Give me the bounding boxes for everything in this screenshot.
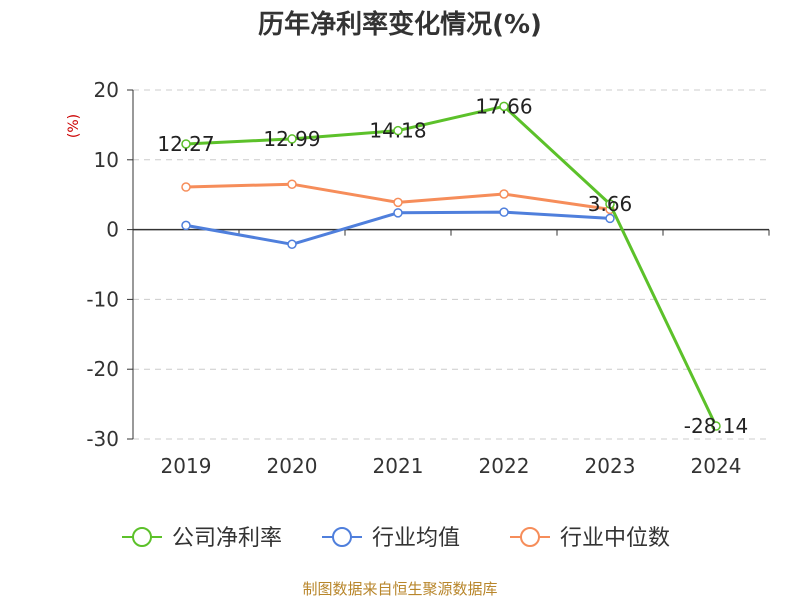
data-label: 12.99 [263, 127, 320, 151]
x-tick-label: 2021 [373, 454, 424, 478]
data-point [499, 207, 509, 217]
legend[interactable]: 公司净利率 行业均值 行业中位数 [122, 526, 670, 551]
data-label: 12.27 [157, 132, 214, 156]
data-label: -28.14 [684, 414, 748, 438]
x-tick-label: 2022 [479, 454, 530, 478]
data-point [711, 421, 721, 431]
data-point [287, 179, 297, 189]
data-point [181, 182, 191, 192]
source-note: 制图数据来自恒生聚源数据库 [302, 580, 498, 598]
axes: 20 10 0 -10 -20 -30 2019 2020 2021 2022 2023 2024 [86, 78, 770, 478]
series-line-0 [185, 104, 718, 427]
data-point [393, 125, 403, 136]
x-tick-label: 2023 [585, 454, 636, 478]
data-point [181, 220, 191, 231]
data-point [499, 189, 509, 199]
data-point [181, 139, 191, 149]
data-point [605, 213, 615, 224]
legend-marker [132, 527, 152, 547]
data-point [287, 239, 297, 250]
data-point [605, 199, 615, 209]
legend-label: 行业均值 [372, 526, 460, 551]
x-tick-label: 2024 [691, 454, 742, 478]
data-point [393, 208, 403, 218]
y-tick-label: 10 [94, 148, 119, 172]
data-point [393, 197, 403, 208]
x-tick-label: 2020 [267, 454, 318, 478]
data-label: 17.66 [475, 94, 532, 118]
legend-item-1[interactable]: 行业均值 [322, 526, 460, 551]
data-point [499, 101, 509, 112]
legend-marker [520, 527, 540, 547]
data-label: 3.66 [588, 192, 633, 216]
y-tick-label: 20 [94, 78, 119, 102]
data-labels: 12.27 12.99 14.18 17.66 3.66 -28.14 [157, 94, 748, 438]
chart-title: 历年净利率变化情况(%) [258, 10, 542, 40]
y-axis-label: (%) [66, 114, 82, 138]
y-tick-label: -20 [86, 357, 119, 381]
gridlines [133, 89, 769, 440]
data-label: 14.18 [369, 119, 426, 143]
legend-item-0[interactable]: 公司净利率 [122, 526, 282, 551]
x-tick-label: 2019 [161, 454, 212, 478]
y-tick-label: -10 [86, 287, 119, 311]
y-tick-label: -30 [86, 427, 119, 451]
series-lines [181, 101, 721, 431]
y-tick-label: 0 [106, 218, 119, 242]
legend-marker [332, 527, 352, 547]
legend-item-2[interactable]: 行业中位数 [510, 526, 670, 551]
legend-label: 行业中位数 [560, 526, 670, 551]
legend-label: 公司净利率 [172, 526, 282, 551]
data-point [287, 134, 297, 144]
